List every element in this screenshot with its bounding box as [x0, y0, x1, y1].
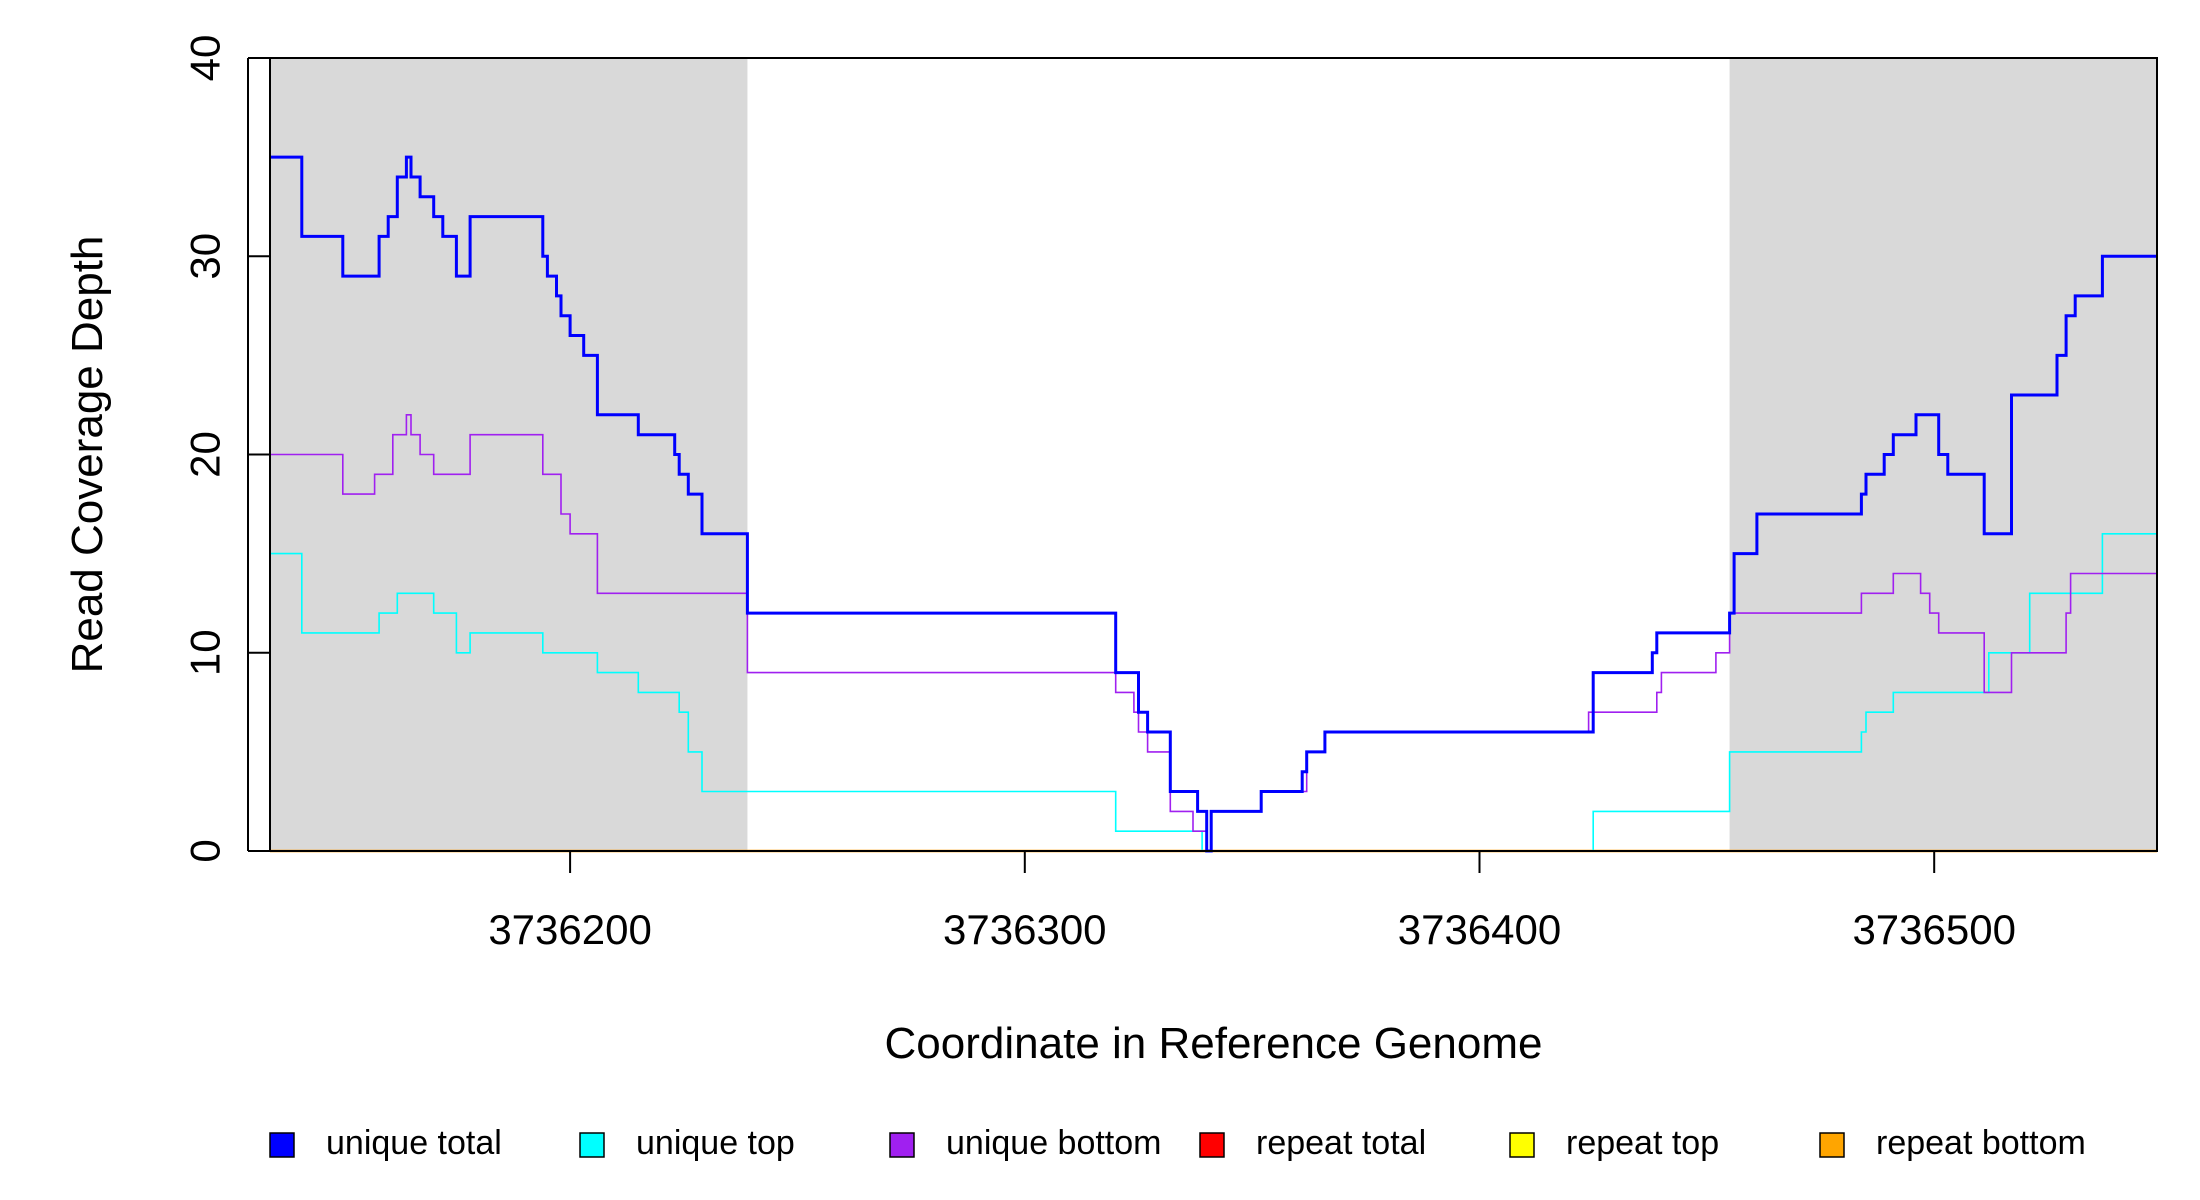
series-unique-top: [270, 533, 2157, 852]
y-axis-label: Read Coverage Depth: [63, 236, 112, 674]
legend-swatch-unique-bottom: [889, 1132, 915, 1158]
legend-label-unique-top: unique top: [636, 1124, 795, 1162]
axes: 0 10 20 30 40 3736200 3736300 3736400 3736500: [182, 35, 2016, 953]
shaded-regions: [270, 58, 2157, 851]
legend-swatch-unique-top: [579, 1132, 605, 1158]
y-tick-label: 20: [182, 431, 229, 478]
y-tick-label: 40: [182, 35, 229, 82]
legend-swatch-repeat-bottom: [1819, 1132, 1845, 1158]
shaded-region-0: [270, 58, 748, 851]
legend-swatch-repeat-total: [1199, 1132, 1225, 1158]
legend-label-repeat-bottom: repeat bottom: [1876, 1124, 2086, 1162]
legend-swatch-unique-total: [269, 1132, 295, 1158]
legend: unique total unique top unique bottom repea…: [269, 1124, 2086, 1162]
series-unique-total: [270, 155, 2157, 853]
legend-label-repeat-top: repeat top: [1566, 1124, 1719, 1162]
x-axis-label: Coordinate in Reference Genome: [885, 1019, 1543, 1068]
x-tick-label: 3736400: [1398, 906, 1562, 953]
x-tick-label: 3736200: [488, 906, 652, 953]
y-tick-label: 0: [182, 839, 229, 862]
y-tick-label: 30: [182, 233, 229, 280]
legend-label-unique-total: unique total: [326, 1124, 502, 1162]
legend-swatch-repeat-top: [1509, 1132, 1535, 1158]
y-tick-label: 10: [182, 629, 229, 676]
x-tick-label: 3736300: [943, 906, 1107, 953]
legend-label-repeat-total: repeat total: [1256, 1124, 1426, 1162]
series-unique-bottom: [270, 414, 2157, 852]
legend-label-unique-bottom: unique bottom: [946, 1124, 1162, 1162]
x-tick-label: 3736500: [1852, 906, 2016, 953]
